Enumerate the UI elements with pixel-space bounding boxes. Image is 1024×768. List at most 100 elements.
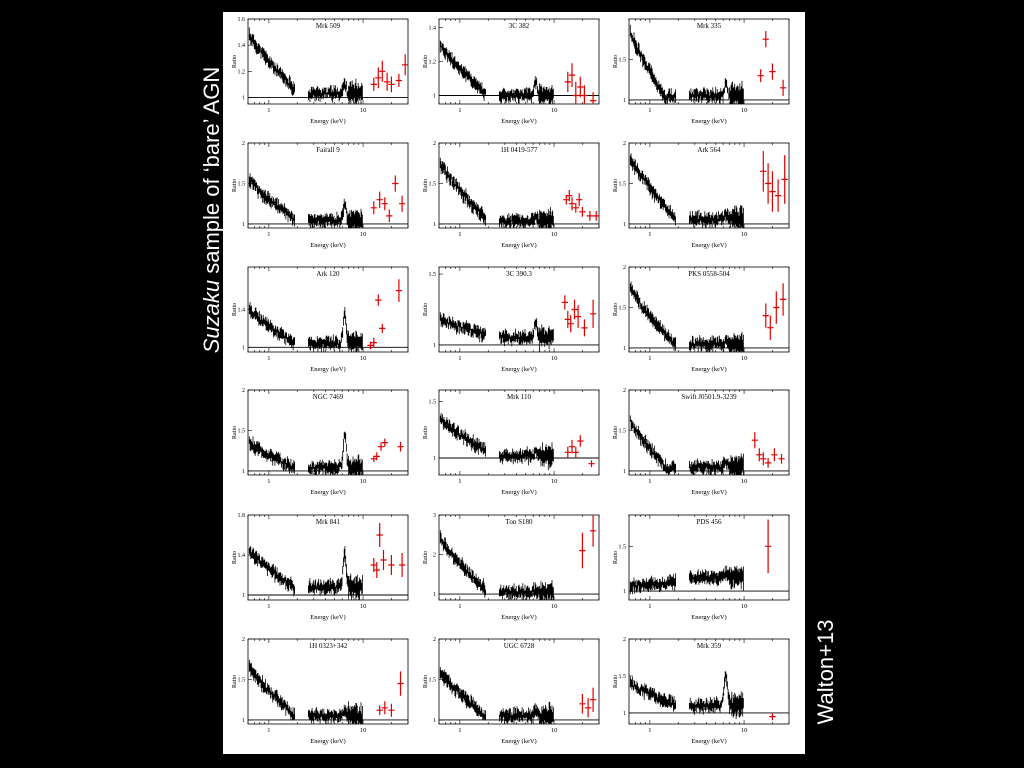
y-tick-label: 1 <box>433 718 436 724</box>
plot-frame <box>438 514 600 601</box>
plot-frame <box>438 389 600 476</box>
xis-data <box>629 153 744 228</box>
y-tick-label: 3 <box>433 513 436 519</box>
pin-point <box>375 67 382 89</box>
y-tick-label: 1.6 <box>238 17 246 23</box>
y-axis-label: Ratio <box>423 303 429 316</box>
y-axis-label: Ratio <box>613 675 619 688</box>
x-tick-label: 1 <box>648 478 651 485</box>
panel-title: Ark 564 <box>697 146 721 154</box>
y-tick-label: 1 <box>242 593 245 599</box>
y-tick-label: 2 <box>623 388 626 394</box>
pin-point <box>397 441 404 452</box>
y-tick-label: 1.2 <box>238 69 246 75</box>
pin-point <box>579 532 586 569</box>
pin-point <box>392 175 399 192</box>
panel-title: Fairall 9 <box>316 146 340 154</box>
x-axis-label: Energy (keV) <box>691 614 726 621</box>
x-tick-label: 10 <box>551 727 558 734</box>
xis-data <box>439 530 554 600</box>
pin-point <box>395 73 402 87</box>
x-tick-label: 1 <box>648 355 651 362</box>
spectrum-panel: 1 10 1 1.4 Ark 120 Energy (keV) Ratio <box>232 266 409 373</box>
y-axis-label: Ratio <box>232 551 238 564</box>
x-axis-label: Energy (keV) <box>501 738 536 745</box>
x-tick-label: 10 <box>360 231 367 238</box>
y-tick-label: 1.4 <box>238 553 246 559</box>
y-axis-label: Ratio <box>613 179 619 192</box>
pin-point <box>566 190 573 202</box>
spectrum-panel: 1 10 1 2 3 Ton S180 Energy (keV) Ratio <box>423 513 600 621</box>
y-tick-label: 2 <box>242 141 245 147</box>
panel-title: 3C 382 <box>509 22 530 30</box>
plot-frame <box>438 638 600 725</box>
x-axis-label: Energy (keV) <box>501 489 536 496</box>
x-tick-label: 1 <box>267 231 270 238</box>
pin-point <box>370 201 377 215</box>
spectrum-panel: 1 10 1 1.5 2 Ark 564 Energy (keV) Ratio <box>613 141 790 249</box>
plot-frame <box>438 142 600 229</box>
panel-title: PDS 456 <box>696 518 722 526</box>
pin-point <box>769 712 776 721</box>
xis-data <box>248 431 363 475</box>
y-tick-label: 1.5 <box>238 428 246 434</box>
y-axis-label: Ratio <box>232 303 238 316</box>
y-axis-label: Ratio <box>423 179 429 192</box>
x-tick-label: 10 <box>741 727 748 734</box>
pin-point <box>579 694 586 714</box>
pin-point <box>585 698 592 718</box>
x-tick-label: 10 <box>551 478 558 485</box>
x-axis-label: Energy (keV) <box>691 118 726 125</box>
y-tick-label: 1.5 <box>429 272 437 278</box>
plot-frame <box>247 514 409 601</box>
x-tick-label: 10 <box>741 107 748 114</box>
xis-data <box>629 565 744 595</box>
xis-data <box>248 659 363 724</box>
pin-point <box>588 460 595 468</box>
y-tick-label: 2 <box>242 637 245 643</box>
pin-point <box>590 515 597 547</box>
pin-point <box>780 79 787 96</box>
y-tick-label: 1 <box>433 222 436 228</box>
pin-point <box>572 202 579 213</box>
y-tick-label: 1.5 <box>238 181 246 187</box>
slide-title: Suzaku sample of ‘bare’ AGN <box>199 67 225 354</box>
x-axis-label: Energy (keV) <box>501 242 536 249</box>
panel-title: 3C 390.3 <box>506 270 532 278</box>
plot-frame <box>628 142 790 229</box>
pin-point <box>386 209 393 223</box>
x-tick-label: 1 <box>648 603 651 610</box>
pin-point <box>399 553 406 577</box>
x-tick-label: 1 <box>267 107 270 114</box>
y-tick-label: 2 <box>623 637 626 643</box>
y-tick-label: 1 <box>242 345 245 351</box>
xis-data <box>439 40 554 104</box>
y-tick-label: 1 <box>242 718 245 724</box>
pin-point <box>376 523 383 547</box>
x-tick-label: 1 <box>648 727 651 734</box>
pin-point <box>593 211 599 221</box>
pin-point <box>370 77 377 91</box>
pin-point <box>590 299 597 328</box>
y-tick-label: 1 <box>623 98 626 104</box>
panel-title: Ark 120 <box>316 270 340 278</box>
pin-point <box>781 155 788 204</box>
panel-title: 1H 0323+342 <box>309 642 348 650</box>
spectrum-panel: 1 10 1 1.4 1.8 Mrk 841 Energy (keV) Ratio <box>232 513 409 621</box>
xis-data <box>439 413 554 471</box>
xis-data <box>248 546 363 600</box>
spectrum-panel: 1 10 1 1.2 1.4 1.6 Mrk 509 Energy (keV) Ratio <box>232 17 409 125</box>
spectrum-panel: 1 10 1 1.5 2 1H 0419-577 Energy (keV) Ratio <box>423 141 600 249</box>
pin-point <box>771 448 778 462</box>
pin-point <box>568 197 576 211</box>
y-tick-label: 1 <box>623 711 626 717</box>
y-tick-label: 1 <box>623 346 626 352</box>
y-tick-label: 1.5 <box>619 57 627 63</box>
y-tick-label: 1.2 <box>429 60 437 66</box>
pin-point <box>760 151 767 192</box>
pin-point <box>571 299 578 320</box>
spectrum-panel: 1 10 1 1.5 PDS 456 Energy (keV) Ratio <box>613 514 790 621</box>
x-tick-label: 1 <box>458 231 461 238</box>
y-tick-label: 1.4 <box>238 43 246 49</box>
y-axis-label: Ratio <box>232 179 238 192</box>
